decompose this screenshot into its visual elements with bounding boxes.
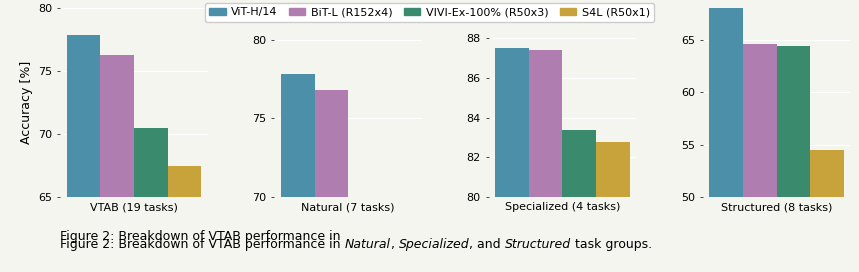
- Bar: [596, 141, 630, 197]
- Bar: [67, 35, 101, 197]
- Text: Specialized: Specialized: [399, 238, 469, 251]
- Text: task groups.: task groups.: [571, 238, 652, 251]
- Text: Figure 2: Breakdown of VTAB performance in: Figure 2: Breakdown of VTAB performance …: [60, 238, 344, 251]
- Bar: [101, 55, 134, 197]
- Bar: [281, 74, 314, 197]
- Bar: [496, 48, 529, 197]
- Bar: [348, 197, 381, 249]
- Text: ,: ,: [391, 238, 399, 251]
- Bar: [168, 166, 201, 197]
- Bar: [314, 90, 348, 197]
- Text: Natural: Natural: [344, 238, 391, 251]
- Y-axis label: Accuracy [%]: Accuracy [%]: [20, 61, 33, 144]
- Text: Structured: Structured: [505, 238, 571, 251]
- Bar: [810, 150, 844, 197]
- Bar: [777, 46, 810, 197]
- Bar: [710, 0, 743, 197]
- Bar: [743, 44, 777, 197]
- Legend: ViT-H/14, BiT-L (R152x4), VIVI-Ex-100% (R50x3), S4L (R50x1): ViT-H/14, BiT-L (R152x4), VIVI-Ex-100% (…: [204, 3, 655, 22]
- Bar: [563, 129, 596, 197]
- Text: Figure 2: Breakdown of VTAB performance in: Figure 2: Breakdown of VTAB performance …: [60, 230, 344, 243]
- Bar: [529, 50, 563, 197]
- Bar: [134, 128, 168, 197]
- Bar: [381, 197, 415, 240]
- Text: , and: , and: [469, 238, 505, 251]
